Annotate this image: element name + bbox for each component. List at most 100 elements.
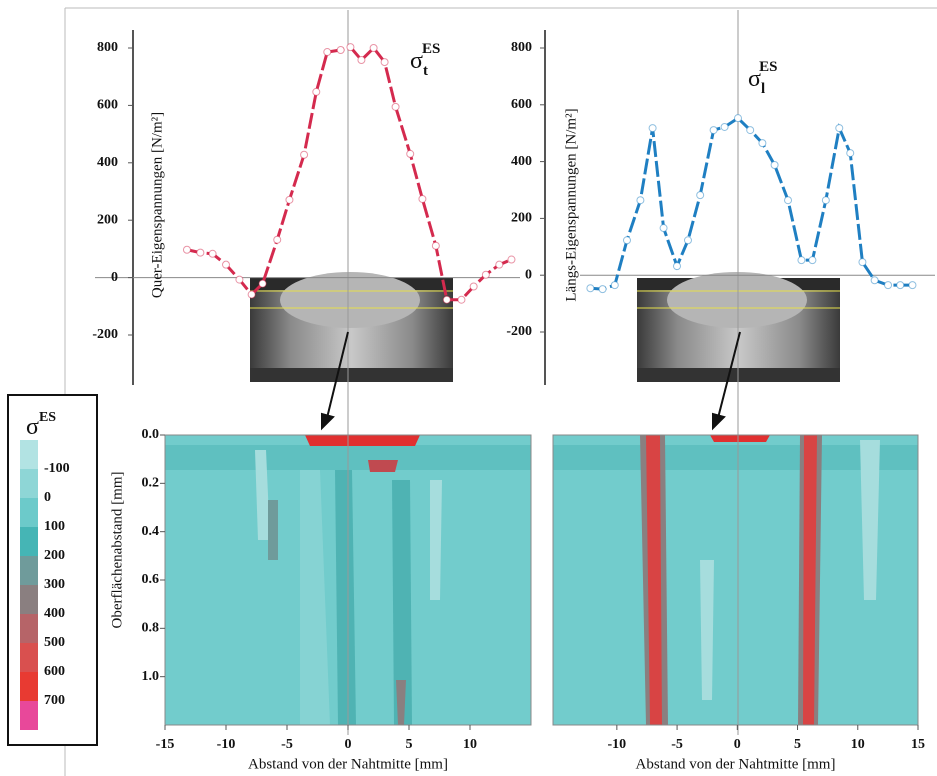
data-point [258,279,267,288]
data-point [507,255,516,264]
data-point [659,224,668,233]
annotation: σt ES [410,41,440,79]
annotation-sub: t [423,63,428,79]
data-point [696,191,705,200]
data-point [784,196,793,205]
colorbar-swatch [20,585,38,614]
x-tick-label: 0 [345,737,352,752]
weld-image [250,272,453,382]
colorbar-label: 400 [44,606,65,621]
colorbar-label: 0 [44,490,51,505]
y-tick-label: 0 [111,270,118,285]
x-tick-label: -10 [608,737,627,752]
colorbar-swatch [20,469,38,498]
y-tick-label: 0.2 [142,476,160,491]
x-tick-label: -5 [281,737,293,752]
x-tick-label: 5 [794,737,801,752]
x-tick-label: 5 [406,737,413,752]
data-point [896,281,905,290]
data-point [846,149,855,158]
x-tick-label: 10 [851,737,865,752]
data-point [312,87,321,96]
data-point [285,195,294,204]
data-point [610,281,619,290]
colorbar-label: 500 [44,635,65,650]
data-point [469,282,478,291]
y-axis-label: Quer-Eigenspannungen [N/m²] [149,112,165,298]
annotation: σl ES [748,59,777,97]
data-point [442,295,451,304]
data-point [835,124,844,133]
colorbar-title: σES [26,410,56,439]
data-point [273,235,282,244]
data-point [709,126,718,135]
colorbar-swatch [20,527,38,556]
y-tick-label: 600 [511,97,532,112]
data-point [797,256,806,265]
data-point [222,260,230,269]
y-tick-label: 0 [525,267,532,282]
y-tick-label: 600 [97,98,118,113]
data-point [336,46,345,55]
colorbar-label: 200 [44,548,65,563]
annotation-symbol: σ [748,66,761,92]
data-point [346,43,355,52]
data-point [648,124,657,133]
data-point [746,126,755,135]
data-point [369,44,378,52]
data-point [457,295,466,304]
y-tick-label: 800 [511,40,532,55]
colorbar-label: -100 [44,461,70,476]
data-point [734,114,742,123]
data-point [481,270,490,279]
data-point [380,58,389,67]
data-point [720,122,729,131]
y-tick-label: -200 [506,324,532,339]
data-point [247,290,256,299]
data-point [673,262,681,271]
data-point [683,236,692,245]
data-point [622,236,631,245]
data-point [758,139,767,148]
data-point [770,161,779,170]
colorbar-label: 700 [44,693,65,708]
colorbar-swatch [20,643,38,672]
series-line [186,45,513,302]
data-point [235,275,244,284]
x-tick-label: 0 [734,737,741,752]
annotation-symbol: σ [410,48,423,74]
colorbar-symbol: σ [26,414,39,440]
x-tick-label: -15 [156,737,175,752]
arrow [321,331,741,431]
y-tick-label: -200 [92,327,118,342]
data-point [908,281,917,290]
data-point [884,281,893,290]
y-tick-label: 0.0 [142,427,160,442]
data-point [858,258,867,267]
data-point [406,149,415,158]
colorbar-swatch [20,556,38,585]
data-point [586,284,595,293]
annotation-sup: ES [759,59,777,75]
x-tick-label: -10 [217,737,236,752]
y-axis-label: Längs-Eigenspannungen [N/m²] [563,108,579,301]
data-point [495,260,504,269]
data-point [323,48,332,57]
y-tick-label: 200 [511,211,532,226]
data-point [300,150,309,159]
colorbar-swatch [20,672,38,701]
y-tick-label: 0.6 [142,572,160,587]
colorbar-swatch [20,498,38,527]
data-point [418,194,427,203]
y-tick-label: 400 [511,154,532,169]
colorbar-label: 600 [44,664,65,679]
x-tick-label: 15 [911,737,925,752]
colorbar-swatch [20,440,38,469]
y-tick-label: 200 [97,212,118,227]
data-point [808,256,817,265]
data-point [636,196,645,205]
colorbar-label: 300 [44,577,65,592]
y-tick-label: 0.8 [142,621,160,636]
colorbar-swatch [20,701,38,730]
